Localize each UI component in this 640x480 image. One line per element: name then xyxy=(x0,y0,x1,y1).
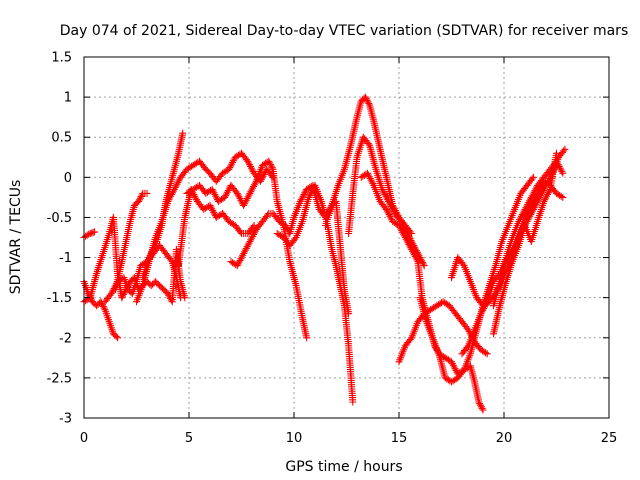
data-point-markers xyxy=(175,185,258,270)
data-points xyxy=(80,93,569,414)
x-tick-label: 5 xyxy=(185,431,193,446)
x-tick-label: 0 xyxy=(80,431,88,446)
y-tick-label: -1.5 xyxy=(47,291,72,306)
x-tick-label: 15 xyxy=(391,431,408,446)
y-tick-label: 1.5 xyxy=(51,51,72,66)
data-point-markers xyxy=(273,181,357,406)
y-tick-label: -2 xyxy=(59,331,72,346)
x-axis-label: GPS time / hours xyxy=(285,459,402,475)
y-axis-label: SDTVAR / TECUs xyxy=(8,180,24,295)
y-tick-label: -1 xyxy=(59,251,72,266)
series-track-10 xyxy=(227,181,353,318)
data-point-markers xyxy=(112,189,151,294)
series-track-13 xyxy=(345,133,428,270)
y-tick-label: 1 xyxy=(64,91,72,106)
y-tick-label: -0.5 xyxy=(47,211,72,226)
series-track-20 xyxy=(490,149,560,338)
axis-ticks: -3 -2.5 -2 -1.5 -1 -0.5 0 0.5 1 1.5 0 5 10 15 20 25 xyxy=(47,51,618,447)
series-track-11 xyxy=(273,181,357,406)
x-tick-label: 25 xyxy=(601,431,618,446)
y-tick-label: 0 xyxy=(64,171,72,186)
x-tick-label: 20 xyxy=(496,431,513,446)
plot-frame xyxy=(83,56,610,419)
chart-title: Day 074 of 2021, Sidereal Day-to-day VTE… xyxy=(60,23,628,39)
y-tick-label: 0.5 xyxy=(51,131,72,146)
y-tick-label: -2.5 xyxy=(47,371,72,386)
y-tick-label: -3 xyxy=(59,412,72,427)
data-point-markers xyxy=(490,149,560,338)
series-track-5 xyxy=(112,189,151,294)
data-point-markers xyxy=(227,181,353,318)
data-point-markers xyxy=(345,133,428,270)
x-tick-label: 10 xyxy=(286,431,303,446)
series-track-9 xyxy=(175,185,258,270)
